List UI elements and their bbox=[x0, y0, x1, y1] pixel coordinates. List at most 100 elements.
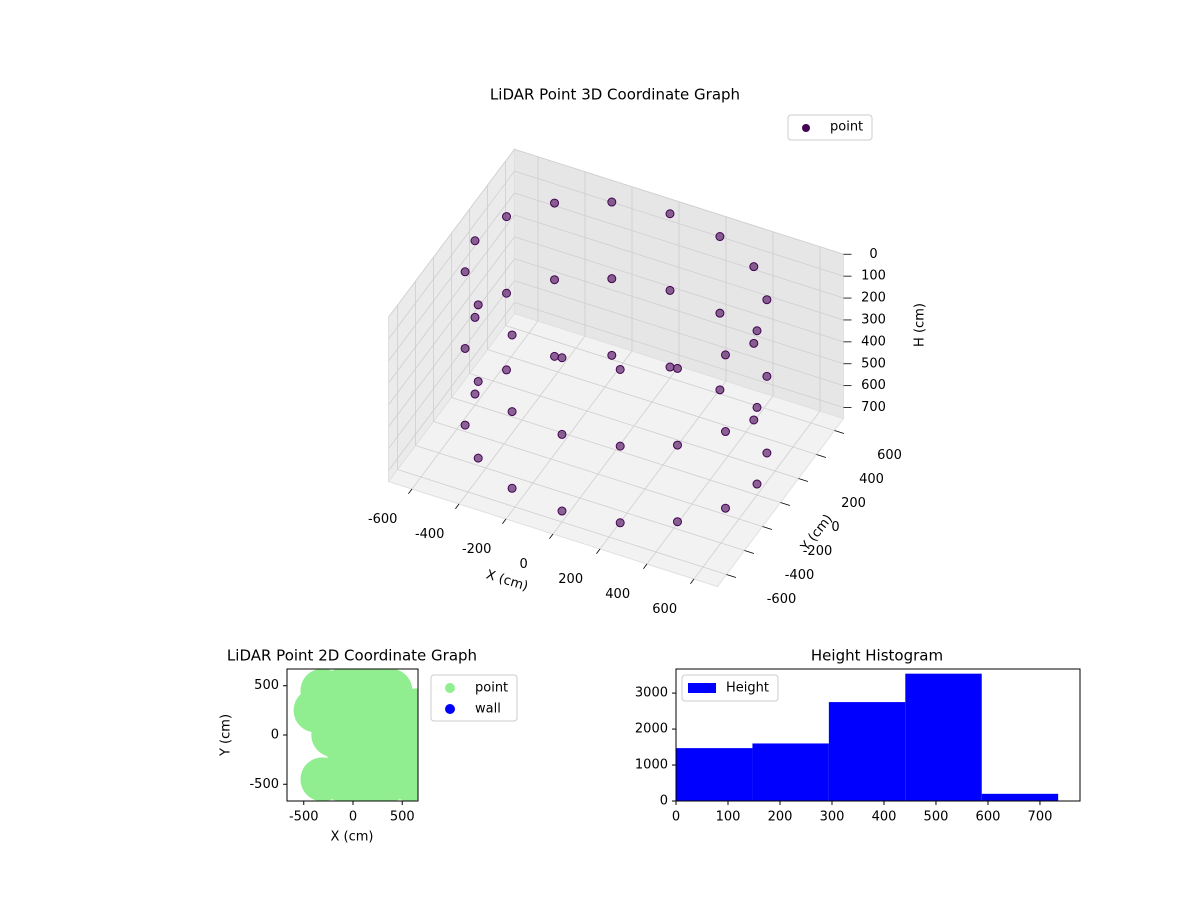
y-axis-label: Y (cm) bbox=[219, 714, 234, 757]
point bbox=[715, 385, 725, 395]
grid-line bbox=[388, 280, 515, 449]
point bbox=[460, 267, 470, 277]
x-tick-label: 500 bbox=[390, 810, 415, 825]
point bbox=[762, 295, 772, 305]
x-tick-label: -400 bbox=[415, 527, 445, 542]
legend-label: wall bbox=[475, 702, 501, 717]
z-tick-label: 500 bbox=[861, 356, 886, 371]
x-tick-label: 500 bbox=[924, 810, 949, 825]
tick-mark bbox=[744, 550, 755, 554]
grid-line bbox=[388, 192, 515, 362]
point bbox=[502, 365, 512, 375]
legend-marker bbox=[445, 704, 455, 714]
point bbox=[502, 288, 512, 298]
point bbox=[507, 330, 517, 340]
legend-label: point bbox=[475, 681, 508, 696]
grid-line bbox=[514, 302, 844, 408]
tick-mark bbox=[798, 478, 809, 482]
point bbox=[749, 262, 759, 272]
point bbox=[473, 453, 483, 463]
grid-line bbox=[388, 236, 515, 406]
bar bbox=[905, 673, 982, 801]
point bbox=[715, 232, 725, 242]
point bbox=[720, 503, 730, 513]
point bbox=[557, 506, 567, 516]
x-tick-label: 600 bbox=[976, 810, 1001, 825]
y-tick-label: 400 bbox=[859, 472, 884, 487]
y-tick-label: -600 bbox=[767, 592, 797, 607]
point bbox=[300, 757, 345, 801]
point bbox=[752, 326, 762, 336]
point bbox=[672, 440, 682, 450]
tick-mark bbox=[455, 503, 460, 510]
point bbox=[615, 441, 625, 451]
tick-mark bbox=[643, 563, 648, 570]
x-tick-label: 200 bbox=[558, 572, 583, 587]
grid-line bbox=[469, 373, 799, 479]
point bbox=[615, 518, 625, 528]
x-tick-label: 0 bbox=[349, 810, 357, 825]
x-tick-label: 600 bbox=[652, 602, 677, 617]
tick-mark bbox=[780, 502, 791, 506]
y-tick-label: 1000 bbox=[635, 758, 668, 773]
y-tick-label: -200 bbox=[803, 544, 833, 559]
x-tick-label: -600 bbox=[368, 512, 398, 527]
point bbox=[607, 350, 617, 360]
point bbox=[672, 363, 682, 373]
point bbox=[615, 364, 625, 374]
grid-line bbox=[388, 258, 515, 427]
point bbox=[502, 212, 512, 222]
axes-frame bbox=[675, 668, 1081, 802]
point bbox=[665, 285, 675, 295]
grid-line bbox=[514, 214, 844, 321]
chart-title: LiDAR Point 3D Coordinate Graph bbox=[490, 86, 740, 104]
tick-mark bbox=[762, 526, 773, 530]
point bbox=[356, 713, 401, 757]
z-tick-label: 300 bbox=[861, 312, 886, 327]
point bbox=[470, 389, 480, 399]
point bbox=[470, 236, 480, 246]
y-tick-label: -400 bbox=[785, 568, 815, 583]
y-tick-label: 3000 bbox=[635, 686, 668, 701]
grid-line bbox=[451, 397, 781, 503]
z-axis-label: H (cm) bbox=[913, 303, 928, 347]
point bbox=[720, 350, 730, 360]
grid-line bbox=[397, 469, 727, 575]
legend-box bbox=[430, 674, 518, 722]
legend-label: point bbox=[830, 120, 863, 135]
legend-marker bbox=[688, 683, 716, 693]
grid-line bbox=[388, 302, 515, 471]
z-tick-label: 100 bbox=[861, 269, 886, 284]
point bbox=[507, 483, 517, 493]
tick-mark bbox=[596, 548, 601, 555]
bar bbox=[752, 743, 829, 801]
point bbox=[665, 362, 675, 372]
point bbox=[550, 198, 560, 208]
point bbox=[550, 275, 560, 285]
x-tick-label: 100 bbox=[716, 810, 741, 825]
tick-mark bbox=[834, 430, 845, 434]
point bbox=[665, 209, 675, 219]
point bbox=[460, 420, 470, 430]
bar bbox=[981, 793, 1059, 801]
tick-mark bbox=[690, 578, 695, 585]
point bbox=[300, 669, 345, 713]
x-tick-label: 300 bbox=[820, 810, 845, 825]
z-tick-label: 0 bbox=[869, 247, 877, 262]
tick-mark bbox=[549, 533, 554, 540]
z-tick-label: 600 bbox=[861, 378, 886, 393]
grid-line bbox=[514, 170, 844, 277]
point bbox=[762, 448, 772, 458]
z-tick-label: 400 bbox=[861, 334, 886, 349]
point bbox=[672, 517, 682, 527]
grid-line bbox=[487, 349, 817, 455]
x-tick-label: 400 bbox=[872, 810, 897, 825]
y-tick-label: 0 bbox=[831, 520, 839, 535]
point bbox=[749, 415, 759, 425]
x-tick-label: -200 bbox=[462, 542, 492, 557]
x-tick-label: 0 bbox=[672, 810, 680, 825]
point bbox=[607, 274, 617, 284]
point bbox=[752, 479, 762, 489]
grid-line bbox=[388, 214, 515, 384]
y-tick-label: 0 bbox=[271, 728, 279, 743]
